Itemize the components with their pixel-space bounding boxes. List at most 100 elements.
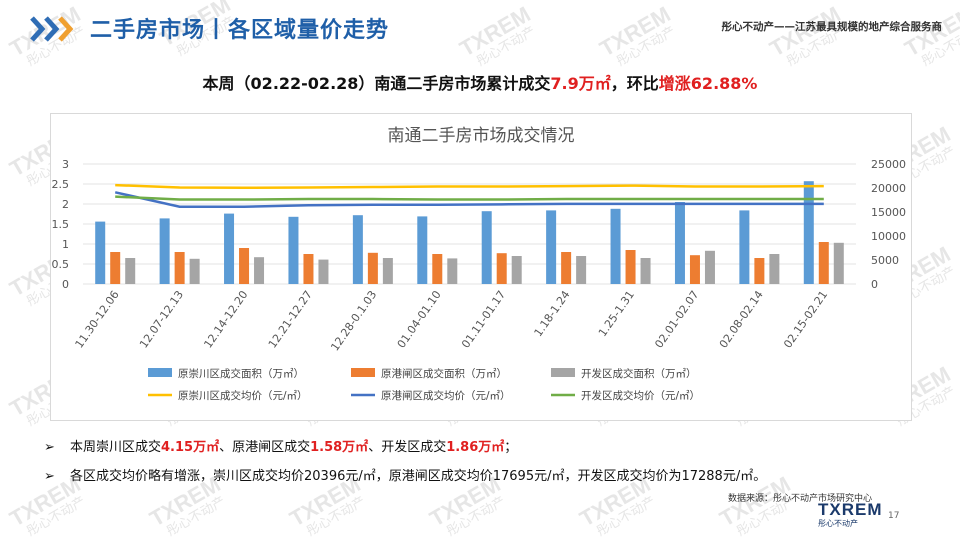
legend-label: 开发区成交均价（元/㎡） bbox=[581, 389, 700, 402]
arrow-bullet-icon: ➢ bbox=[44, 440, 55, 455]
bar bbox=[769, 254, 780, 284]
bullet-value: 1.86万㎡ bbox=[446, 440, 505, 455]
bar bbox=[174, 252, 185, 284]
bar bbox=[674, 202, 685, 284]
x-tick-label: 02.15-02.21 bbox=[781, 288, 830, 350]
bar bbox=[303, 254, 314, 284]
bullet-value: 1.58万㎡ bbox=[310, 440, 369, 455]
price-line bbox=[115, 183, 824, 190]
x-tick-label: 02.01-02.07 bbox=[652, 288, 701, 350]
bar bbox=[189, 258, 200, 284]
chart-title: 南通二手房市场成交情况 bbox=[388, 126, 575, 146]
bullet-text: 各区成交均价略有增涨，崇川区成交均价20396元/㎡，原港闸区成交均价17695… bbox=[70, 469, 767, 484]
bar bbox=[288, 216, 299, 284]
bar bbox=[625, 250, 636, 284]
bar bbox=[481, 211, 492, 284]
price-line bbox=[114, 191, 824, 208]
bullet-value: 4.15万㎡ bbox=[161, 440, 220, 455]
bar bbox=[640, 258, 651, 284]
bar bbox=[239, 248, 250, 284]
x-tick-label: 02.08-02.14 bbox=[717, 288, 766, 350]
arrow-bullet-icon: ➢ bbox=[44, 469, 55, 484]
headline-volume: 7.9万㎡ bbox=[550, 74, 611, 93]
slide-header: 二手房市场丨各区域量价走势 彤心不动产——江苏最具规模的地产综合服务商 bbox=[0, 0, 960, 60]
summary-headline: 本周（02.22-02.28）南通二手房市场累计成交7.9万㎡，环比增涨62.8… bbox=[0, 70, 960, 94]
bar bbox=[447, 258, 458, 284]
x-tick-label: 12.07-12.13 bbox=[137, 288, 186, 350]
y-left-tick-label: 0.5 bbox=[52, 258, 70, 271]
y-right-tick-label: 5000 bbox=[871, 254, 899, 267]
combo-chart: 南通二手房市场成交情况 0 0.5 1 1.5 2 2.5 3 0 5000 10000 15000 2… bbox=[52, 126, 907, 402]
x-tick-label: 12.21-12.27 bbox=[266, 288, 315, 350]
bar bbox=[254, 257, 265, 284]
bullet-text: ； bbox=[504, 440, 518, 455]
bar bbox=[610, 208, 621, 284]
bar bbox=[704, 250, 715, 284]
bar bbox=[739, 210, 750, 284]
x-tick-label: 1.25-1.31 bbox=[596, 288, 637, 339]
y-left-tick-label: 1 bbox=[62, 238, 69, 251]
x-tick-label: 11.30-12.06 bbox=[73, 288, 122, 350]
bar bbox=[833, 242, 844, 284]
legend-label: 开发区成交面积（万㎡） bbox=[581, 367, 697, 380]
bullet-volume: ➢ 本周崇川区成交4.15万㎡、原港闸区成交1.58万㎡、开发区成交1.86万㎡； bbox=[44, 436, 517, 455]
headline-prefix: 本周（02.22-02.28）南通二手房市场累计成交 bbox=[202, 74, 551, 93]
y-left-tick-label: 2.5 bbox=[52, 178, 70, 191]
bar bbox=[224, 213, 235, 284]
logo-text: TXREM bbox=[818, 500, 883, 519]
legend-swatch bbox=[351, 368, 375, 377]
bullet-price: ➢ 各区成交均价略有增涨，崇川区成交均价20396元/㎡，原港闸区成交均价1769… bbox=[44, 465, 766, 484]
headline-middle: ，环比 bbox=[610, 74, 659, 93]
bar bbox=[382, 258, 393, 284]
y-left-tick-label: 0 bbox=[62, 278, 69, 291]
price-line bbox=[115, 195, 824, 201]
y-right-tick-label: 10000 bbox=[871, 230, 906, 243]
legend-swatch bbox=[148, 368, 172, 377]
chart-container: 南通二手房市场成交情况 0 0.5 1 1.5 2 2.5 3 0 5000 10000 15000 2… bbox=[50, 113, 912, 421]
x-tick-label: 1.18-1.24 bbox=[532, 288, 573, 339]
y-left-tick-label: 3 bbox=[62, 158, 69, 171]
legend-label: 原港闸区成交均价（元/㎡） bbox=[381, 389, 511, 402]
legend-label: 原崇川区成交面积（万㎡） bbox=[178, 367, 304, 380]
bar bbox=[754, 258, 765, 284]
y-left-tick-label: 1.5 bbox=[52, 218, 70, 231]
legend-label: 原崇川区成交均价（元/㎡） bbox=[178, 389, 308, 402]
bullet-text: 、原港闸区成交 bbox=[219, 440, 311, 455]
x-tick-label: 12.28-0.1.03 bbox=[328, 288, 379, 353]
bar bbox=[432, 254, 443, 284]
y-right-tick-label: 0 bbox=[871, 278, 878, 291]
y-left-tick-label: 2 bbox=[62, 198, 69, 211]
x-tick-label: 12.14-12.20 bbox=[201, 288, 250, 350]
bar bbox=[576, 256, 587, 284]
bar bbox=[496, 253, 507, 284]
y-right-tick-label: 15000 bbox=[871, 206, 906, 219]
bullet-text: 本周崇川区成交 bbox=[70, 440, 162, 455]
company-logo: TXREM 彤心不动产 bbox=[818, 500, 883, 529]
bar bbox=[159, 218, 170, 284]
data-source: 数据来源：彤心不动产市场研究中心 bbox=[728, 494, 873, 504]
bar bbox=[95, 221, 106, 284]
bar bbox=[110, 252, 121, 284]
headline-change: 增涨62.88% bbox=[658, 74, 758, 93]
bar bbox=[511, 256, 522, 284]
bullet-text: 、开发区成交 bbox=[368, 440, 447, 455]
bar bbox=[818, 242, 829, 284]
company-slogan: 彤心不动产——江苏最具规模的地产综合服务商 bbox=[721, 21, 943, 33]
bar bbox=[417, 216, 428, 284]
y-right-tick-label: 20000 bbox=[871, 182, 906, 195]
chevron-arrows-icon bbox=[30, 16, 74, 42]
bar bbox=[803, 181, 814, 284]
legend-label: 原港闸区成交面积（万㎡） bbox=[381, 367, 507, 380]
bar bbox=[318, 259, 329, 284]
bar bbox=[125, 258, 136, 284]
bar bbox=[689, 255, 700, 284]
y-right-tick-label: 25000 bbox=[871, 158, 906, 171]
page-title: 二手房市场丨各区域量价走势 bbox=[90, 18, 390, 43]
x-tick-label: 01.04-01.10 bbox=[395, 288, 444, 350]
bar bbox=[352, 215, 363, 284]
logo-subtext: 彤心不动产 bbox=[818, 519, 858, 528]
legend-swatch bbox=[551, 368, 575, 377]
bar bbox=[367, 252, 378, 284]
x-tick-label: 01.11-01.17 bbox=[459, 288, 508, 350]
bar bbox=[546, 210, 557, 284]
